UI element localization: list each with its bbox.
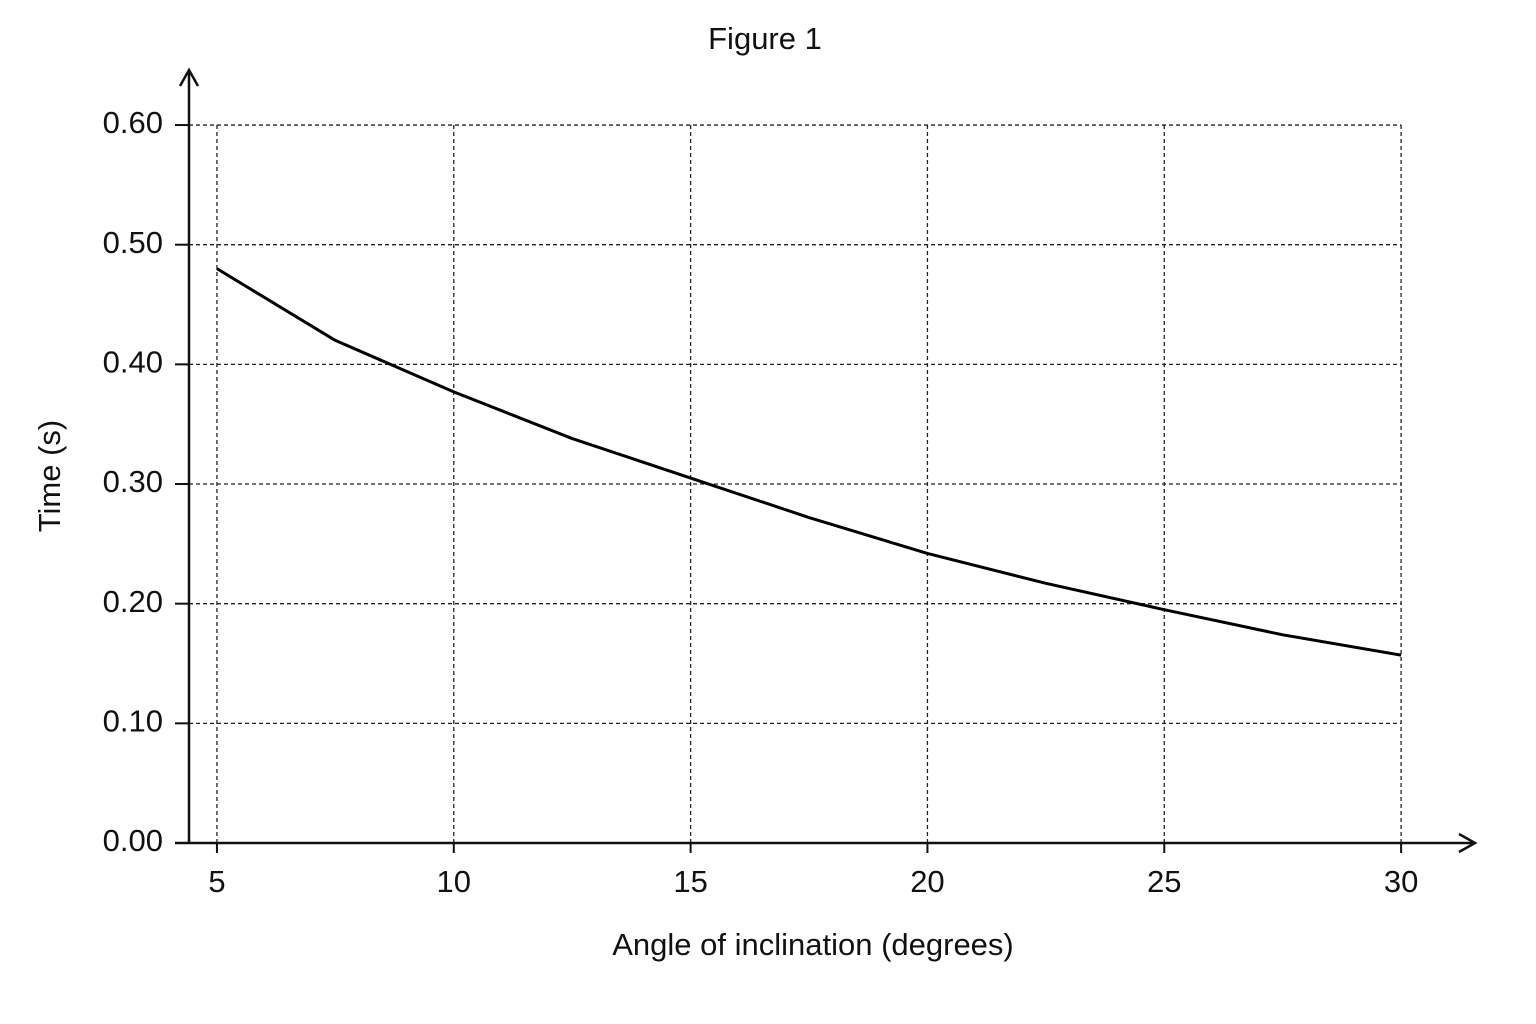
data-line	[216, 267, 1402, 657]
x-axis-arrow	[1458, 832, 1478, 854]
chart-title: Figure 1	[708, 21, 822, 56]
x-tick-label: 5	[208, 864, 225, 899]
x-tick-label: 30	[1384, 864, 1418, 899]
grid	[189, 124, 1402, 843]
x-tick-label: 10	[437, 864, 471, 899]
y-axis-arrow	[178, 67, 200, 87]
y-tick-label: 0.50	[103, 225, 163, 260]
y-tick-label: 0.00	[103, 823, 163, 858]
y-axis-label: Time (s)	[32, 420, 67, 533]
x-tick-label: 20	[910, 864, 944, 899]
y-tick-label: 0.20	[103, 584, 163, 619]
x-tick-label: 15	[673, 864, 707, 899]
y-tick-label: 0.40	[103, 345, 163, 380]
x-tick-label: 25	[1147, 864, 1181, 899]
y-tick-label: 0.30	[103, 464, 163, 499]
x-axis-label: Angle of inclination (degrees)	[612, 927, 1014, 962]
y-tick-label: 0.60	[103, 105, 163, 140]
y-tick-label: 0.10	[103, 704, 163, 739]
